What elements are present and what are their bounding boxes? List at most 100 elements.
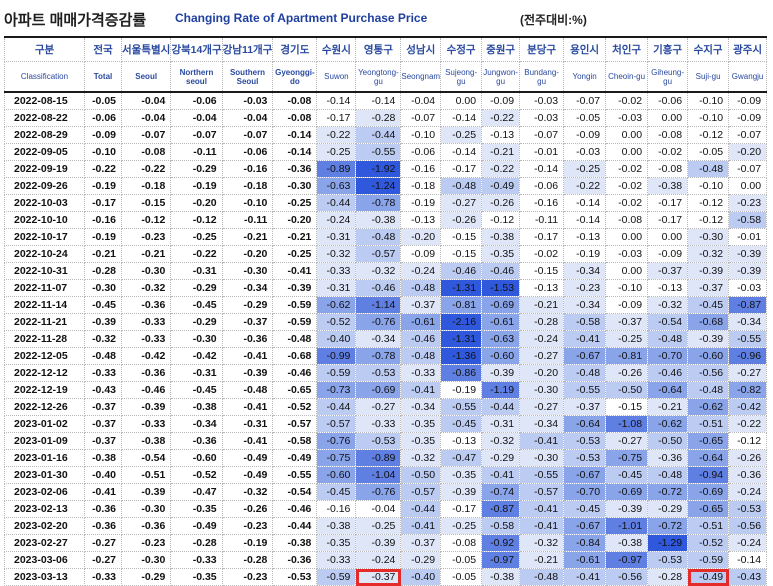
data-cell: -0.56 [728,517,768,535]
data-cell: -0.32 [400,449,442,467]
data-cell: -0.78 [355,347,402,365]
data-cell: -0.64 [563,415,607,433]
data-cell: -0.03 [605,245,649,263]
data-cell: -0.24 [316,211,357,229]
data-cell: -0.32 [519,534,565,552]
data-cell: -0.24 [728,483,768,501]
data-cell: -0.05 [84,91,122,110]
data-cell: -0.31 [170,262,223,280]
data-cell: -0.20 [170,194,223,212]
data-cell: -0.10 [605,279,649,297]
row-date: 2022-09-05 [4,143,85,161]
data-cell: -0.35 [316,534,357,552]
data-cell: -0.34 [221,279,274,297]
data-cell: -0.32 [647,296,689,314]
table-row: 2022-09-19 -0.22 -0.22 -0.29 -0.16 -0.36 -0.89… [4,160,768,178]
data-cell: -0.59 [316,568,357,586]
data-cell: -0.73 [316,381,357,399]
data-cell: -0.53 [728,500,768,518]
data-cell: -0.35 [440,466,483,484]
data-cell: -0.15 [605,398,649,416]
data-cell: -0.17 [440,500,483,518]
data-cell: -0.48 [647,466,689,484]
data-cell: -0.12 [170,211,223,229]
data-cell: -0.81 [605,347,649,365]
table-row: 2022-10-03 -0.17 -0.15 -0.20 -0.10 -0.25 -0.44… [4,194,768,212]
data-cell: -0.58 [272,432,318,450]
data-cell: -0.14 [519,160,565,178]
data-cell: -0.18 [120,177,172,195]
data-cell: -0.39 [605,500,649,518]
data-cell: -0.39 [84,313,122,331]
data-cell: -0.14 [272,126,318,144]
data-cell: 0.00 [605,126,649,144]
data-cell: 0.00 [605,143,649,161]
data-cell: -0.19 [84,177,122,195]
data-cell: -0.27 [605,432,649,450]
data-cell: -0.22 [120,160,172,178]
data-cell: -0.62 [316,296,357,314]
data-cell: -0.36 [84,500,122,518]
data-cell: -0.42 [120,347,172,365]
data-cell: -0.30 [519,449,565,467]
data-cell: -0.26 [481,194,521,212]
data-cell: -0.38 [355,211,402,229]
data-cell: -0.37 [355,568,402,586]
data-cell: -0.24 [728,534,768,552]
column-header-en: Yongin [563,61,607,93]
data-cell: -0.14 [272,143,318,161]
data-cell: -0.40 [84,466,122,484]
data-cell: -0.13 [519,279,565,297]
data-cell: -0.45 [440,415,483,433]
data-cell: -0.15 [440,245,483,263]
data-cell: -1.24 [355,177,402,195]
data-cell: -0.17 [519,228,565,246]
data-cell: -1.04 [355,466,402,484]
column-header-ko: 기흥구 [647,36,689,62]
data-cell: -0.38 [316,517,357,535]
data-cell: -0.52 [687,534,730,552]
data-cell: -0.36 [728,466,768,484]
data-cell: -0.72 [647,517,689,535]
row-date: 2022-12-19 [4,381,85,399]
data-cell: -0.17 [84,194,122,212]
column-header-en: Total [84,61,122,93]
data-cell: -0.21 [647,398,689,416]
data-cell: -0.07 [221,126,274,144]
data-cell: -0.23 [120,228,172,246]
data-cell: -0.19 [440,381,483,399]
column-header-ko: 수정구 [440,36,483,62]
data-cell: -0.40 [316,330,357,348]
data-cell: -0.92 [481,534,521,552]
data-cell: -0.21 [221,228,274,246]
data-cell: -0.60 [481,347,521,365]
data-cell: -0.33 [170,551,223,569]
table-row: 2022-11-21 -0.39 -0.33 -0.29 -0.37 -0.59 -0.52… [4,313,768,331]
data-cell: -0.60 [170,449,223,467]
data-cell: -0.21 [519,296,565,314]
data-cell: -0.25 [316,143,357,161]
data-cell: -0.16 [400,160,442,178]
data-cell: -1.53 [481,279,521,297]
data-cell: -0.13 [647,279,689,297]
row-date: 2023-03-13 [4,568,85,586]
data-cell: -0.07 [120,126,172,144]
data-cell: -0.61 [563,551,607,569]
data-cell: -0.23 [563,279,607,297]
data-cell: -0.46 [400,330,442,348]
data-cell: -0.28 [519,313,565,331]
data-cell: -0.24 [400,262,442,280]
data-cell: -0.10 [687,177,730,195]
data-cell: -0.45 [687,296,730,314]
data-cell: -0.31 [221,415,274,433]
data-cell: -0.03 [728,279,768,297]
table-row: 2022-12-26 -0.37 -0.39 -0.38 -0.41 -0.52 -0.44… [4,398,768,416]
row-date: 2022-12-05 [4,347,85,365]
data-cell: -0.14 [563,194,607,212]
data-cell: -0.08 [272,91,318,110]
data-cell: -0.26 [605,364,649,382]
data-cell: -0.03 [605,109,649,127]
data-cell: -0.87 [481,500,521,518]
data-cell: -0.32 [687,245,730,263]
data-cell: -0.39 [355,534,402,552]
